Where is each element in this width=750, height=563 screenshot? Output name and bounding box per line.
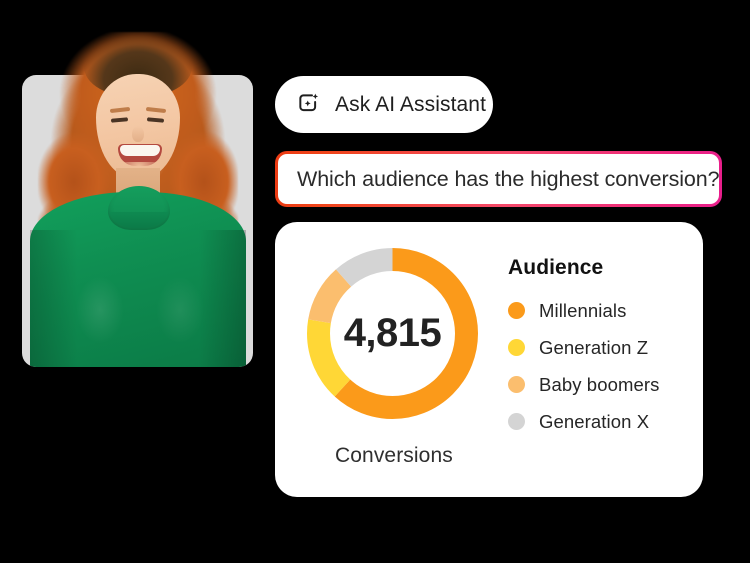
legend-color-dot-baby-boomers — [508, 376, 525, 393]
donut-chart: 4,815 — [300, 241, 485, 426]
ask-ai-assistant-button[interactable]: Ask AI Assistant — [275, 76, 493, 133]
legend-color-dot-millennials — [508, 302, 525, 319]
portrait-illustration — [22, 30, 253, 367]
donut-segment-generation-z[interactable] — [307, 248, 478, 419]
collar-fold — [110, 212, 168, 228]
conversions-chart-card: 4,815 Conversions Audience Millennials G… — [275, 222, 703, 497]
legend-color-dot-generation-x — [508, 413, 525, 430]
mouth — [118, 144, 162, 166]
query-input-border: Which audience has the highest conversio… — [275, 151, 722, 207]
legend-item-generation-x[interactable]: Generation X — [508, 403, 688, 440]
legend-label-millennials: Millennials — [539, 299, 627, 321]
nose — [132, 126, 144, 142]
legend-color-dot-generation-z — [508, 339, 525, 356]
ask-ai-assistant-label: Ask AI Assistant — [335, 92, 486, 116]
legend-title: Audience — [508, 256, 604, 279]
donut-chart-svg — [307, 248, 478, 419]
conversions-label: Conversions — [335, 444, 453, 467]
fabric-shading — [30, 230, 246, 367]
query-input-value: Which audience has the highest conversio… — [297, 166, 720, 191]
legend-item-generation-z[interactable]: Generation Z — [508, 329, 688, 366]
legend-item-baby-boomers[interactable]: Baby boomers — [508, 366, 688, 403]
donut-center-value: 4,815 — [343, 311, 442, 355]
legend-item-millennials[interactable]: Millennials — [508, 292, 688, 329]
ai-sparkle-icon — [299, 93, 319, 112]
donut-segment-generation-x[interactable] — [307, 248, 478, 419]
photo-portrait — [22, 30, 253, 367]
query-input[interactable]: Which audience has the highest conversio… — [278, 154, 720, 204]
legend-label-generation-x: Generation X — [539, 410, 650, 432]
legend-label-baby-boomers: Baby boomers — [539, 373, 660, 395]
legend-label-generation-z: Generation Z — [539, 336, 649, 358]
teeth — [120, 145, 160, 156]
chart-legend: Audience Millennials Generation Z Baby b… — [508, 256, 688, 440]
